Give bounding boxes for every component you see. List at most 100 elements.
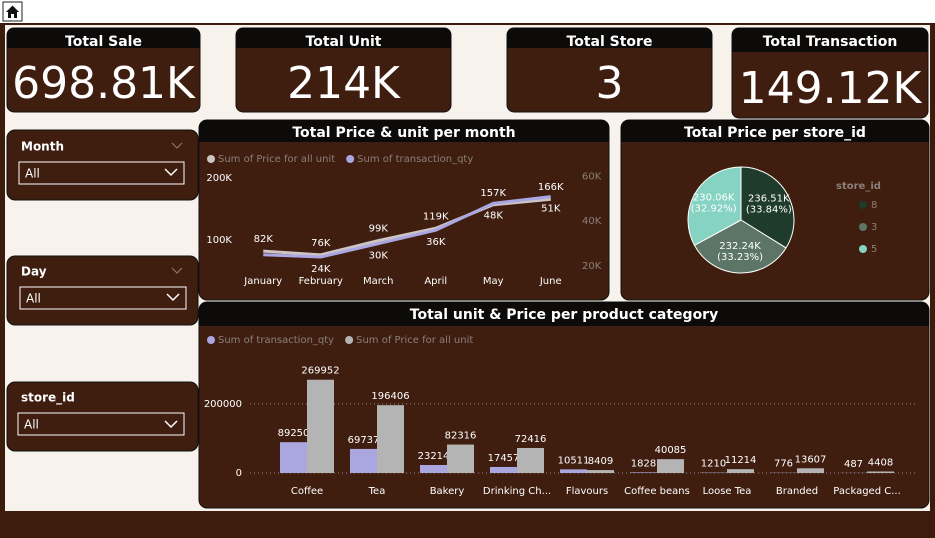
y-tick-label: 0 xyxy=(236,468,242,479)
y-tick-label: 200000 xyxy=(204,399,242,410)
bar xyxy=(657,459,684,473)
dropdown[interactable] xyxy=(17,412,185,436)
dropdown[interactable] xyxy=(18,161,185,185)
slicer-body xyxy=(6,381,199,452)
data-label: 157K xyxy=(480,188,506,199)
home-button[interactable] xyxy=(2,1,23,22)
data-label: 487 xyxy=(844,459,863,470)
pie-slice xyxy=(687,166,742,246)
legend-marker xyxy=(346,155,355,163)
x-tick-label: June xyxy=(539,276,562,287)
home-icon[interactable] xyxy=(6,5,19,19)
bar xyxy=(420,464,447,473)
legend-title: store_id xyxy=(836,181,881,192)
legend-label: 8 xyxy=(871,200,877,211)
dropdown-value[interactable]: All xyxy=(26,292,41,306)
bar xyxy=(517,447,544,473)
y2-tick-label: 40K xyxy=(582,216,602,227)
legend-label: 3 xyxy=(871,222,877,233)
legend-label: Sum of Price for all unit xyxy=(356,335,473,346)
slicer-label: Day xyxy=(21,265,47,279)
x-tick-label: Coffee beans xyxy=(624,486,690,497)
panel-header xyxy=(621,120,929,142)
data-label: 40085 xyxy=(655,445,687,456)
legend-marker xyxy=(345,336,354,344)
bar xyxy=(307,379,334,473)
data-label: 72416 xyxy=(515,434,547,445)
card-header xyxy=(7,28,200,48)
panel-header xyxy=(199,302,929,326)
data-label: 82316 xyxy=(445,431,477,442)
dropdown[interactable] xyxy=(19,286,187,310)
kpi-card: Total Unit 214K xyxy=(235,27,452,113)
card-title: Total Store xyxy=(567,34,653,50)
data-label: 166K xyxy=(538,182,564,193)
bar xyxy=(560,469,587,473)
data-label: 13607 xyxy=(795,454,827,465)
legend-label: Sum of transaction_qty xyxy=(218,335,334,346)
x-tick-label: Tea xyxy=(368,486,386,497)
card-value: 698.81K xyxy=(12,58,196,109)
kpi-card: Total Sale 698.81K xyxy=(6,27,201,113)
data-label: 23214 xyxy=(418,451,450,462)
x-tick-label: Loose Tea xyxy=(703,486,752,497)
data-label: 196406 xyxy=(371,391,409,402)
data-label: 51K xyxy=(541,204,561,215)
x-tick-label: April xyxy=(424,276,447,287)
data-label: 119K xyxy=(423,211,449,222)
top-bar xyxy=(0,0,935,23)
data-label: 89250 xyxy=(278,428,310,439)
bar xyxy=(350,448,377,473)
data-label: 48K xyxy=(484,210,504,221)
data-label: 269952 xyxy=(301,366,339,377)
dropdown-arrow[interactable] xyxy=(166,293,180,302)
x-tick-label: February xyxy=(299,276,343,287)
card-title: Total Transaction xyxy=(763,34,898,50)
chart-title: Total Price & unit per month xyxy=(292,125,515,141)
data-label: 1210 xyxy=(701,459,726,470)
dropdown-value[interactable]: All xyxy=(25,167,40,181)
data-label: (32.92%) xyxy=(691,204,737,215)
legend-marker xyxy=(207,155,215,163)
legend-marker xyxy=(207,336,215,344)
data-label: 11214 xyxy=(725,455,757,466)
dropdown-arrow[interactable] xyxy=(164,420,178,429)
slicer: Month All xyxy=(6,129,199,201)
card-header xyxy=(236,28,451,48)
bar xyxy=(377,405,404,473)
bar xyxy=(867,471,894,473)
legend-label: 5 xyxy=(871,244,877,255)
data-label: 232.24K xyxy=(719,241,761,252)
data-label: 230.06K xyxy=(693,193,735,204)
data-label: 10511 xyxy=(558,455,590,466)
line-series xyxy=(263,195,551,259)
data-label: 99K xyxy=(369,224,389,235)
line-series xyxy=(263,197,551,257)
card-header xyxy=(732,28,928,52)
bar xyxy=(797,468,824,473)
data-label: 236.51K xyxy=(748,194,790,205)
x-tick-label: May xyxy=(483,276,504,287)
legend-marker xyxy=(859,223,867,231)
card-value: 214K xyxy=(287,58,401,109)
y-tick-label: 200K xyxy=(206,173,232,184)
x-tick-label: January xyxy=(243,276,282,287)
dropdown-value[interactable]: All xyxy=(24,418,39,432)
slicer: store_id All xyxy=(6,381,199,452)
slicer-body xyxy=(6,255,199,326)
x-tick-label: March xyxy=(363,276,393,287)
bar xyxy=(587,470,614,473)
x-tick-label: Packaged C... xyxy=(833,486,901,497)
slicer-label: store_id xyxy=(21,391,75,406)
kpi-card: Total Transaction 149.12K xyxy=(731,27,929,119)
data-label: 82K xyxy=(254,234,274,245)
dropdown-arrow[interactable] xyxy=(164,168,178,177)
panel-header xyxy=(199,120,609,142)
data-label: 4408 xyxy=(868,457,893,468)
data-label: 69737 xyxy=(348,435,380,446)
data-label: (33.23%) xyxy=(717,252,763,263)
y2-tick-label: 60K xyxy=(582,171,602,182)
slicer-label: Month xyxy=(21,140,64,154)
bar xyxy=(727,469,754,473)
